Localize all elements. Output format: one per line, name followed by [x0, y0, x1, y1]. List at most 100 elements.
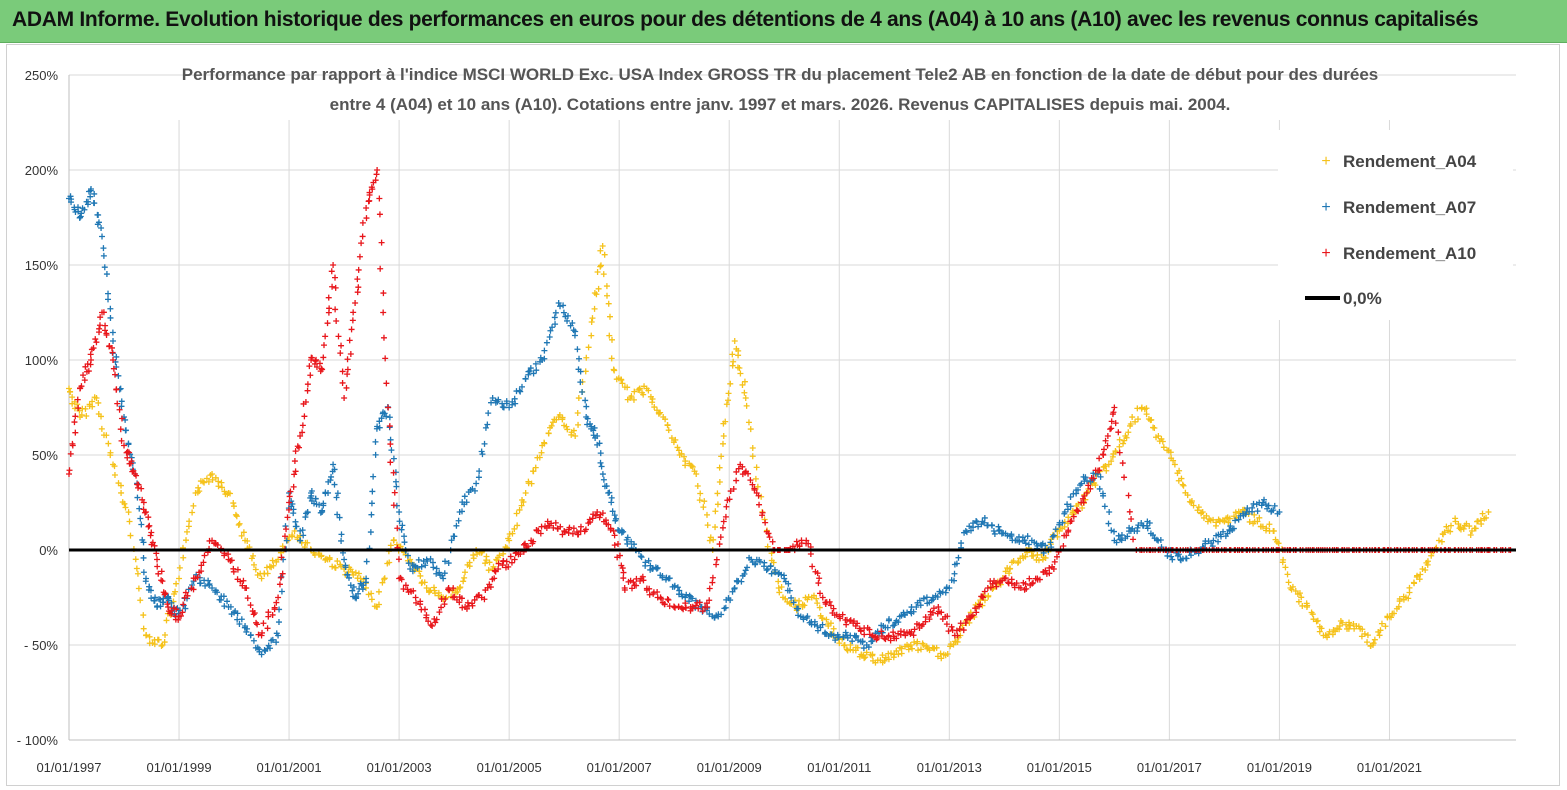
interp-point [1263, 525, 1270, 532]
interp-point [869, 637, 876, 644]
interp-point [600, 271, 607, 278]
interp-point [606, 313, 613, 320]
interp-point [917, 646, 924, 653]
interp-point [495, 396, 502, 403]
interp-point [1029, 580, 1036, 587]
interp-point [862, 654, 869, 661]
data-point [99, 233, 106, 240]
interp-point [299, 422, 306, 429]
series-points [66, 167, 1514, 666]
interp-point [313, 364, 320, 371]
interp-point [583, 354, 590, 361]
interp-point [182, 589, 189, 596]
interp-point [675, 603, 682, 610]
interp-point [782, 595, 789, 602]
interp-point [302, 399, 309, 406]
interp-point [718, 453, 725, 460]
interp-point [387, 542, 394, 549]
interp-point [329, 563, 336, 570]
interp-point [888, 650, 895, 657]
interp-point [1251, 511, 1258, 518]
interp-point [1006, 570, 1013, 577]
interp-point [1067, 503, 1074, 510]
interp-point [433, 616, 440, 623]
interp-point [859, 638, 866, 645]
data-point [522, 490, 529, 496]
interp-point [157, 603, 164, 610]
interp-point [372, 451, 379, 458]
interp-point [1116, 443, 1123, 450]
interp-point [508, 559, 515, 566]
interp-point [934, 653, 941, 660]
data-point [1083, 490, 1090, 496]
interp-point [879, 629, 886, 636]
interp-point [1121, 474, 1128, 481]
y-tick-label: 200% [25, 163, 59, 178]
interp-point [1289, 583, 1296, 590]
interp-point [765, 530, 772, 537]
interp-point [1188, 552, 1195, 559]
interp-point [588, 423, 595, 430]
interp-point [259, 629, 266, 636]
interp-point [754, 483, 761, 490]
data-point [1210, 537, 1217, 544]
interp-point [111, 472, 118, 479]
interp-point [332, 274, 339, 281]
interp-point [370, 473, 377, 480]
interp-point [78, 210, 85, 217]
data-point [764, 566, 771, 572]
interp-point [895, 651, 902, 658]
interp-point [916, 597, 923, 604]
data-point [742, 395, 749, 401]
interp-point [1116, 449, 1123, 456]
interp-point [1085, 482, 1092, 489]
interp-point [630, 579, 637, 586]
data-point [363, 205, 370, 211]
interp-point [1371, 636, 1378, 643]
interp-point [737, 370, 744, 377]
interp-point [809, 563, 816, 570]
interp-point [575, 395, 582, 402]
interp-point [1410, 579, 1417, 586]
interp-point [363, 558, 370, 565]
interp-point [118, 403, 125, 410]
interp-point [355, 590, 362, 597]
interp-point [647, 562, 654, 569]
interp-point [214, 542, 221, 549]
interp-point [576, 355, 583, 362]
interp-point [284, 514, 291, 521]
interp-point [95, 219, 102, 226]
interp-point [1049, 533, 1056, 540]
interp-point [159, 578, 166, 585]
interp-point [250, 611, 257, 618]
interp-point [596, 440, 603, 447]
interp-point [177, 612, 184, 619]
data-point [731, 585, 738, 591]
interp-point [1147, 417, 1154, 424]
interp-point [265, 609, 272, 616]
interp-point [1102, 462, 1109, 469]
interp-point [334, 511, 341, 518]
interp-point [549, 324, 556, 331]
interp-point [320, 354, 327, 361]
interp-point [1024, 533, 1031, 540]
interp-point [1030, 579, 1037, 586]
interp-point [359, 233, 366, 240]
interp-point [81, 206, 88, 213]
interp-point [198, 562, 205, 569]
interp-point [1377, 627, 1384, 634]
interp-point [236, 621, 243, 628]
interp-point [966, 523, 973, 530]
interp-point [349, 587, 356, 594]
interp-point [725, 390, 732, 397]
interp-point [308, 487, 315, 494]
interp-point [716, 464, 723, 471]
interp-point [1180, 482, 1187, 489]
interp-point [526, 367, 533, 374]
interp-point [1100, 492, 1107, 499]
interp-point [743, 402, 750, 409]
interp-point [401, 539, 408, 546]
interp-point [410, 587, 417, 594]
interp-point [816, 604, 823, 611]
interp-point [382, 355, 389, 362]
